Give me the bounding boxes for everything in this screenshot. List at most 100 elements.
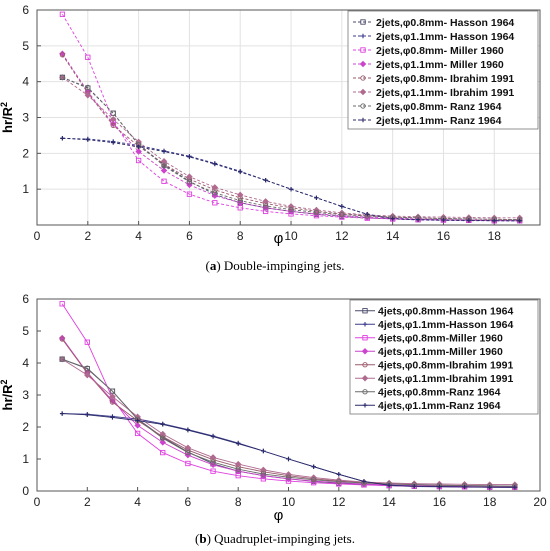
x-tick-label: 16: [437, 229, 451, 243]
data-point: [517, 218, 522, 223]
y-tick-label: 1: [22, 182, 29, 196]
y-tick-label: 0: [22, 484, 29, 498]
data-point: [161, 178, 167, 184]
y-tick-label: 3: [22, 388, 29, 402]
y-tick-label: 6: [22, 3, 29, 17]
data-point: [160, 435, 166, 441]
data-point: [59, 74, 66, 81]
data-point: [109, 393, 116, 400]
data-point: [441, 217, 446, 223]
x-tick-label: 16: [433, 495, 447, 509]
data-point: [238, 169, 243, 175]
data-point: [186, 191, 193, 197]
data-point: [362, 403, 368, 408]
data-point: [462, 484, 467, 490]
caption-a-letter: a: [209, 258, 217, 273]
data-point: [85, 137, 91, 142]
legend-label: 2jets,φ1.1mm- Ibrahim 1991: [376, 87, 514, 99]
caption-a-text: Double-impinging jets.: [220, 258, 345, 273]
y-tick-label: 6: [22, 292, 29, 306]
data-point: [111, 140, 116, 145]
data-point: [187, 154, 192, 160]
legend-label: 4jets,φ1.1mm-Ibrahim 1991: [378, 373, 513, 385]
x-axis-label: φ: [274, 507, 284, 524]
data-point: [235, 466, 241, 472]
data-point: [288, 206, 294, 213]
data-point: [415, 217, 421, 222]
x-tick-label: 20: [533, 495, 547, 509]
data-point: [185, 460, 191, 467]
y-tick-label: 4: [22, 75, 29, 89]
data-point: [336, 472, 341, 477]
data-point: [360, 47, 366, 53]
data-point: [237, 191, 244, 199]
legend-label: 4jets,φ1.1mm-Ranz 1964: [378, 400, 501, 412]
legend-box: [349, 299, 539, 415]
data-point: [311, 464, 316, 469]
data-point: [135, 157, 142, 164]
legend-label: 4jets,φ1.1mm-Miller 1960: [378, 346, 503, 358]
x-tick-label: 4: [134, 495, 141, 509]
data-point: [237, 197, 243, 204]
data-point: [361, 479, 367, 484]
legend-label: 4jets,φ0.8mm-Ibrahim 1991: [378, 360, 513, 372]
caption-a: (a) Double-impinging jets.: [205, 258, 345, 273]
data-point: [109, 120, 117, 128]
data-point: [362, 322, 368, 327]
data-point: [59, 336, 65, 342]
x-tick-label: 8: [235, 495, 242, 509]
x-tick-label: 2: [84, 229, 91, 243]
legend-label: 2jets,φ1.1mm- Miller 1960: [376, 59, 504, 71]
data-point: [59, 11, 66, 17]
chart-double-jets: 0 2 4 6 8 10 12 14 16 18123456φhr/R22jets,φ0.8mm-…: [0, 3, 541, 247]
data-point: [84, 339, 90, 345]
data-point: [110, 415, 115, 420]
data-point: [85, 84, 91, 91]
y-tick-label: 1: [22, 452, 29, 466]
legend-label: 4jets,φ1.1mm-Hasson 1964: [378, 319, 513, 331]
data-point: [313, 209, 320, 216]
data-point: [159, 439, 166, 446]
legend-label: 2jets,φ0.8mm- Hasson 1964: [376, 17, 514, 29]
data-point: [492, 218, 497, 223]
y-tick-label: 2: [22, 420, 29, 434]
data-point: [59, 411, 65, 416]
data-point: [314, 195, 319, 200]
data-point: [362, 335, 368, 341]
data-point: [359, 88, 367, 96]
data-point: [286, 456, 291, 462]
data-point: [135, 148, 142, 155]
data-point: [210, 459, 216, 465]
legend-label: 4jets,φ0.8mm-Ranz 1964: [378, 387, 501, 399]
legend-label: 2jets,φ0.8mm- Ibrahim 1991: [376, 73, 514, 85]
data-point: [360, 75, 366, 81]
data-point: [134, 430, 141, 437]
data-point: [185, 449, 191, 456]
data-point: [359, 60, 367, 68]
data-point: [110, 122, 116, 129]
data-point: [59, 356, 65, 362]
data-point: [186, 179, 193, 185]
data-point: [159, 430, 166, 438]
data-point: [360, 117, 366, 123]
data-point: [236, 441, 241, 446]
data-point: [109, 388, 116, 394]
y-tick-label: 4: [22, 356, 29, 370]
legend: 4jets,φ0.8mm-Hasson 19644jets,φ1.1mm-Has…: [349, 299, 539, 415]
data-point: [360, 19, 366, 25]
x-tick-label: 4: [135, 229, 142, 243]
data-point: [212, 200, 218, 206]
data-point: [84, 365, 90, 371]
data-point: [134, 422, 141, 429]
x-tick-label: 14: [382, 495, 396, 509]
data-point: [285, 474, 292, 480]
data-point: [386, 483, 392, 488]
data-point: [390, 216, 395, 221]
data-point: [360, 33, 366, 39]
data-point: [109, 116, 117, 123]
data-point: [59, 52, 66, 58]
data-point: [361, 375, 369, 382]
data-point: [85, 412, 90, 418]
series-8: [60, 136, 522, 223]
